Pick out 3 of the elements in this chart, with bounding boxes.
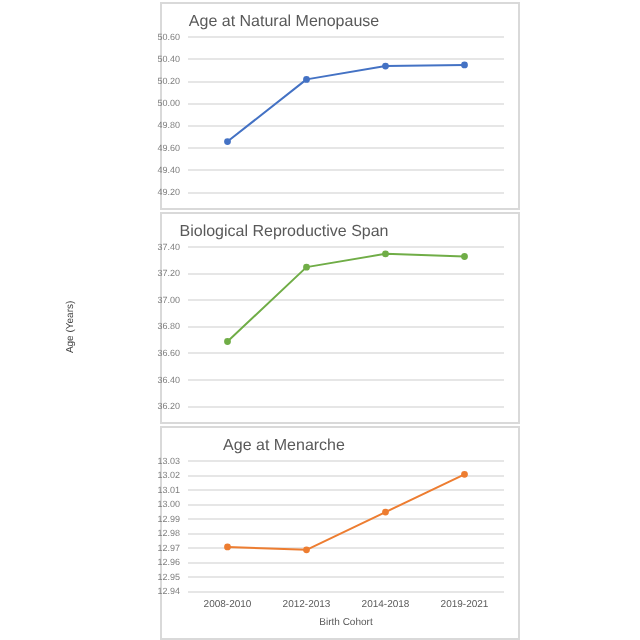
chart-title: Age at Natural Menopause [188, 12, 381, 31]
chart-title: Age at Menarche [223, 436, 347, 455]
chart-title: Biological Reproductive Span [179, 222, 389, 241]
